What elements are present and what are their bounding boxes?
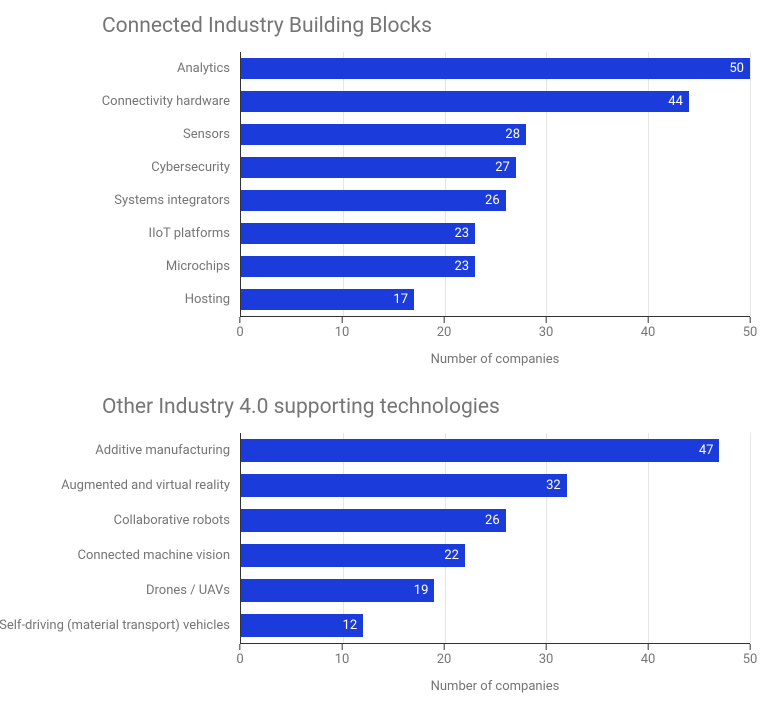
x-axis-label: Number of companies xyxy=(240,679,750,694)
bar-row: 44 xyxy=(241,85,750,118)
x-tick-label: 10 xyxy=(335,325,350,340)
bar: 12 xyxy=(241,614,363,637)
category-label: Augmented and virtual reality xyxy=(20,468,240,503)
category-label: Hosting xyxy=(20,283,240,316)
bar: 50 xyxy=(241,58,750,80)
bar-value-label: 19 xyxy=(414,583,429,598)
x-tick-label: 20 xyxy=(437,652,452,667)
bar-value-label: 28 xyxy=(505,127,520,142)
bar-value-label: 27 xyxy=(495,160,510,175)
bar-value-label: 50 xyxy=(729,61,744,76)
bar: 44 xyxy=(241,91,689,113)
chart-title: Connected Industry Building Blocks xyxy=(102,14,750,38)
bar: 26 xyxy=(241,190,506,212)
bar: 47 xyxy=(241,439,719,462)
bar: 28 xyxy=(241,124,526,146)
x-axis-label: Number of companies xyxy=(240,352,750,367)
x-axis: 01020304050 xyxy=(240,643,750,673)
category-label: Connected machine vision xyxy=(20,538,240,573)
grid-line xyxy=(750,433,751,643)
bars-container: 50 44 28 27 26 23 23 17 xyxy=(241,52,750,316)
chart-area: AnalyticsConnectivity hardwareSensorsCyb… xyxy=(20,52,750,316)
x-tick: 50 xyxy=(743,317,758,340)
x-tick-label: 50 xyxy=(743,652,758,667)
category-label: Connectivity hardware xyxy=(20,85,240,118)
x-tick: 20 xyxy=(437,317,452,340)
bar-value-label: 32 xyxy=(546,478,561,493)
bar-value-label: 17 xyxy=(393,292,408,307)
bar-value-label: 23 xyxy=(455,259,470,274)
category-label: Collaborative robots xyxy=(20,503,240,538)
bar: 22 xyxy=(241,544,465,567)
x-tick: 30 xyxy=(539,317,554,340)
bar-row: 32 xyxy=(241,468,750,503)
category-label: Self-driving (material transport) vehicl… xyxy=(20,608,240,643)
category-label: Microchips xyxy=(20,250,240,283)
bar-value-label: 22 xyxy=(444,548,459,563)
bar-row: 19 xyxy=(241,573,750,608)
category-label: Cybersecurity xyxy=(20,151,240,184)
x-tick-label: 30 xyxy=(539,325,554,340)
chart-0: Connected Industry Building Blocks Analyt… xyxy=(0,0,770,367)
x-tick-label: 30 xyxy=(539,652,554,667)
y-axis-labels: AnalyticsConnectivity hardwareSensorsCyb… xyxy=(20,52,240,316)
bar-row: 12 xyxy=(241,608,750,643)
x-tick: 20 xyxy=(437,644,452,667)
x-tick: 0 xyxy=(236,317,243,340)
x-tick-label: 40 xyxy=(641,652,656,667)
x-axis: 01020304050 xyxy=(240,316,750,346)
bar: 23 xyxy=(241,223,475,245)
plot-area: 47 32 26 22 19 12 xyxy=(240,433,750,643)
bar: 19 xyxy=(241,579,434,602)
x-tick: 10 xyxy=(335,644,350,667)
chart-area: Additive manufacturingAugmented and virt… xyxy=(20,433,750,643)
plot-area: 50 44 28 27 26 23 23 17 xyxy=(240,52,750,316)
x-tick: 50 xyxy=(743,644,758,667)
bar-row: 26 xyxy=(241,184,750,217)
bar: 26 xyxy=(241,509,506,532)
bar-value-label: 26 xyxy=(485,513,500,528)
category-label: Systems integrators xyxy=(20,184,240,217)
x-tick: 0 xyxy=(236,644,243,667)
category-label: Sensors xyxy=(20,118,240,151)
x-tick-label: 0 xyxy=(236,652,243,667)
x-tick: 40 xyxy=(641,644,656,667)
x-tick-label: 50 xyxy=(743,325,758,340)
bar-row: 23 xyxy=(241,250,750,283)
category-label: Additive manufacturing xyxy=(20,433,240,468)
chart-1: Other Industry 4.0 supporting technologi… xyxy=(0,381,770,694)
bar-row: 17 xyxy=(241,283,750,316)
bar-value-label: 47 xyxy=(699,443,714,458)
x-tick-label: 0 xyxy=(236,325,243,340)
bars-container: 47 32 26 22 19 12 xyxy=(241,433,750,643)
category-label: IIoT platforms xyxy=(20,217,240,250)
bar-row: 28 xyxy=(241,118,750,151)
chart-title: Other Industry 4.0 supporting technologi… xyxy=(102,395,750,419)
x-tick-label: 10 xyxy=(335,652,350,667)
bar-value-label: 44 xyxy=(668,94,683,109)
bar-value-label: 23 xyxy=(455,226,470,241)
bar: 27 xyxy=(241,157,516,179)
x-tick: 10 xyxy=(335,317,350,340)
x-tick-label: 40 xyxy=(641,325,656,340)
bar-row: 23 xyxy=(241,217,750,250)
bar: 17 xyxy=(241,289,414,311)
x-tick: 40 xyxy=(641,317,656,340)
y-axis-labels: Additive manufacturingAugmented and virt… xyxy=(20,433,240,643)
bar: 23 xyxy=(241,256,475,278)
bar-row: 22 xyxy=(241,538,750,573)
bar-value-label: 12 xyxy=(343,618,358,633)
bar-row: 47 xyxy=(241,433,750,468)
bar: 32 xyxy=(241,474,567,497)
category-label: Analytics xyxy=(20,52,240,85)
grid-line xyxy=(750,52,751,316)
bar-row: 50 xyxy=(241,52,750,85)
x-tick: 30 xyxy=(539,644,554,667)
category-label: Drones / UAVs xyxy=(20,573,240,608)
x-tick-label: 20 xyxy=(437,325,452,340)
bar-row: 27 xyxy=(241,151,750,184)
bar-row: 26 xyxy=(241,503,750,538)
bar-value-label: 26 xyxy=(485,193,500,208)
